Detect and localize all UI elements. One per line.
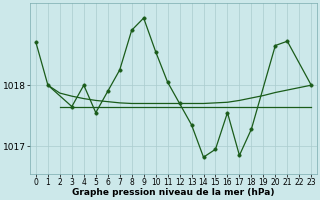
X-axis label: Graphe pression niveau de la mer (hPa): Graphe pression niveau de la mer (hPa) (72, 188, 275, 197)
